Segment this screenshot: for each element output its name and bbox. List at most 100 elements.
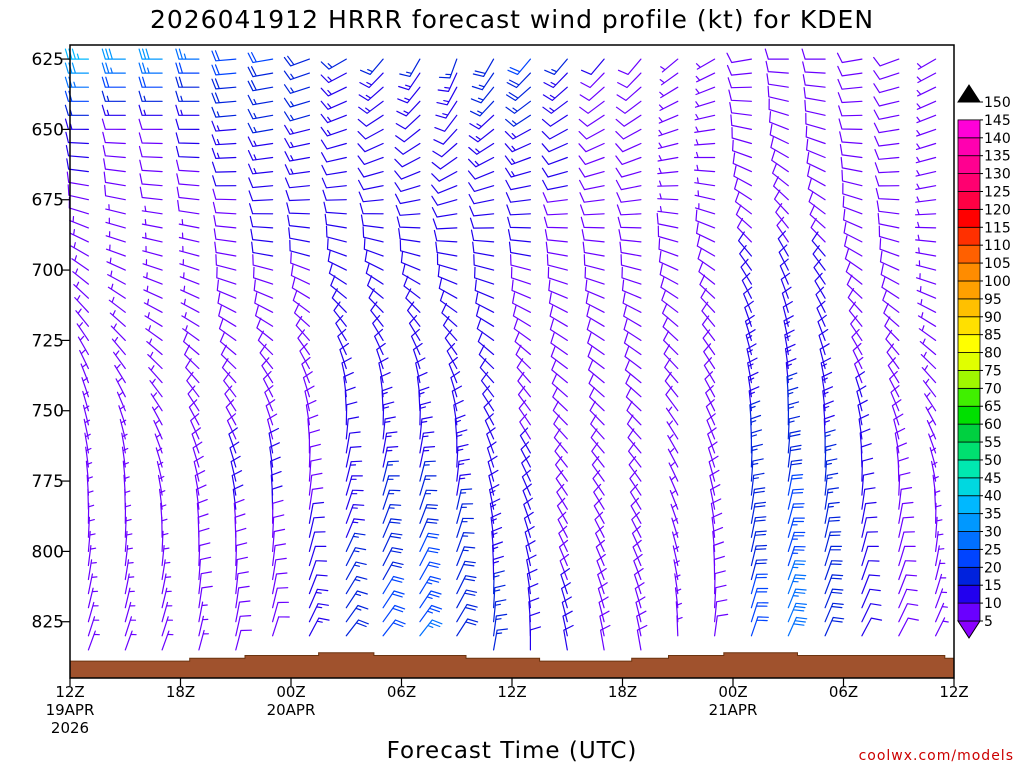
wind-barb bbox=[657, 193, 679, 201]
wind-barb bbox=[861, 501, 877, 524]
wind-barb bbox=[456, 603, 478, 623]
wind-barb bbox=[247, 94, 274, 106]
wind-barb bbox=[898, 516, 915, 538]
wind-barb bbox=[211, 64, 237, 76]
wind-barb bbox=[493, 628, 508, 651]
wind-barb bbox=[232, 484, 244, 510]
wind-barb bbox=[148, 365, 163, 384]
wind-barb bbox=[580, 216, 605, 229]
wind-barb bbox=[729, 102, 752, 116]
wind-barb bbox=[523, 497, 533, 524]
wind-barb bbox=[626, 414, 642, 440]
wind-barb bbox=[873, 122, 900, 134]
wind-barb bbox=[105, 204, 126, 215]
wind-barb bbox=[898, 617, 919, 637]
colorbar-tick-label: 100 bbox=[984, 274, 1011, 290]
wind-barb bbox=[249, 203, 274, 215]
colorbar-tick-label: 125 bbox=[984, 184, 1011, 200]
wind-barb bbox=[589, 387, 605, 412]
wind-barb bbox=[695, 58, 716, 70]
wind-barb bbox=[253, 279, 274, 299]
wind-barb bbox=[215, 254, 237, 271]
wind-barb bbox=[217, 292, 237, 313]
wind-barb bbox=[451, 385, 462, 412]
wind-barb bbox=[284, 164, 310, 175]
wind-barb bbox=[432, 142, 458, 158]
wind-barb bbox=[431, 195, 458, 206]
wind-barb bbox=[105, 244, 126, 257]
wind-barb bbox=[486, 441, 497, 468]
wind-barb bbox=[581, 58, 605, 75]
wind-barb bbox=[251, 241, 274, 257]
wind-barb bbox=[124, 587, 135, 609]
wind-barb bbox=[179, 245, 200, 257]
wind-barb bbox=[321, 164, 347, 176]
wind-barb bbox=[733, 165, 752, 187]
colorbar-swatch bbox=[957, 423, 981, 443]
wind-barb bbox=[861, 603, 882, 623]
wind-barb bbox=[161, 545, 170, 567]
wind-barb bbox=[253, 266, 274, 285]
wind-barb bbox=[616, 86, 642, 101]
wind-barb bbox=[218, 318, 237, 341]
wind-barb bbox=[308, 429, 320, 454]
wind-barb bbox=[288, 227, 310, 243]
wind-barb bbox=[106, 257, 126, 271]
wind-barb bbox=[345, 446, 362, 468]
wind-barb bbox=[345, 604, 369, 623]
wind-barb bbox=[374, 328, 384, 356]
wind-barb bbox=[615, 167, 642, 178]
wind-barb bbox=[741, 272, 752, 299]
wind-barb bbox=[510, 266, 531, 285]
wind-barb bbox=[626, 400, 642, 426]
wind-barb bbox=[138, 48, 163, 60]
wind-barb bbox=[264, 385, 274, 412]
wind-barb bbox=[65, 145, 89, 159]
wind-barb bbox=[433, 229, 458, 243]
wind-barb bbox=[852, 342, 863, 370]
wind-barb bbox=[696, 222, 716, 243]
wind-barb bbox=[194, 470, 206, 496]
wind-barb bbox=[79, 349, 89, 370]
wind-barb bbox=[138, 132, 163, 145]
wind-barb bbox=[182, 325, 200, 341]
wind-barb bbox=[935, 516, 943, 538]
wind-barb bbox=[726, 52, 752, 64]
x-tick-label: 19APR bbox=[46, 701, 95, 719]
wind-barb bbox=[211, 78, 237, 90]
wind-barb bbox=[198, 585, 213, 609]
wind-barb bbox=[436, 86, 458, 106]
wind-barb bbox=[787, 531, 806, 552]
wind-barb bbox=[345, 619, 369, 637]
wind-barb bbox=[456, 429, 468, 454]
wind-barb bbox=[198, 542, 211, 567]
wind-barb bbox=[382, 489, 401, 510]
wind-barb bbox=[198, 527, 210, 552]
wind-barb bbox=[505, 179, 531, 191]
wind-barb bbox=[579, 86, 605, 101]
wind-barb bbox=[635, 596, 646, 623]
wind-barb bbox=[916, 273, 937, 285]
colorbar-swatch bbox=[957, 549, 981, 568]
wind-barb bbox=[301, 356, 311, 384]
wind-barb bbox=[138, 90, 163, 102]
wind-barb bbox=[475, 305, 495, 327]
wind-barb bbox=[764, 48, 789, 60]
wind-barb bbox=[115, 377, 126, 398]
wind-barb bbox=[591, 442, 605, 468]
wind-barb bbox=[367, 275, 384, 299]
wind-barb bbox=[272, 616, 290, 637]
colorbar-tick-label: 135 bbox=[984, 149, 1011, 165]
wind-barb bbox=[64, 76, 89, 88]
wind-barb bbox=[175, 145, 200, 159]
wind-barb bbox=[526, 554, 537, 581]
wind-barb bbox=[855, 371, 865, 398]
wind-barb bbox=[184, 344, 200, 370]
wind-barb bbox=[824, 616, 845, 637]
wind-barb bbox=[198, 629, 209, 651]
wind-barb bbox=[438, 58, 458, 79]
wind-barb bbox=[625, 387, 642, 412]
colorbar-swatch bbox=[957, 262, 981, 282]
wind-barb bbox=[657, 206, 679, 215]
